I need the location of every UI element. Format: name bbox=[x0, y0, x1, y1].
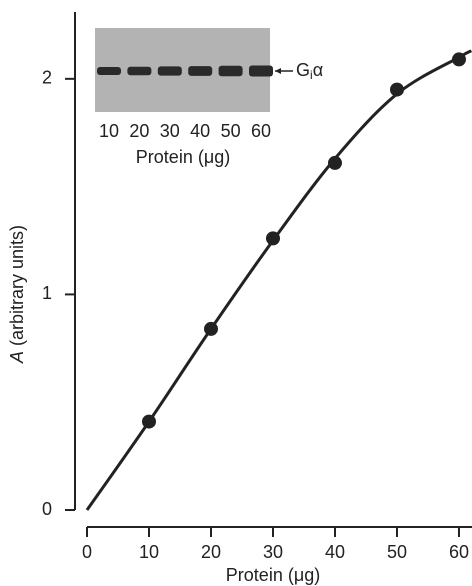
y-tick-label: 1 bbox=[42, 283, 52, 303]
y-tick-label: 0 bbox=[42, 499, 52, 519]
x-axis-label: Protein (μg) bbox=[226, 565, 320, 585]
data-point bbox=[203, 321, 218, 336]
data-point bbox=[451, 52, 466, 67]
x-tick-label: 10 bbox=[139, 542, 159, 562]
inset-tick-label: 50 bbox=[221, 121, 241, 141]
gel-band bbox=[249, 65, 273, 77]
inset-tick-label: 30 bbox=[160, 121, 180, 141]
x-tick-label: 0 bbox=[82, 542, 92, 562]
x-tick-label: 30 bbox=[263, 542, 283, 562]
inset-tick-label: 60 bbox=[251, 121, 271, 141]
gel-band bbox=[157, 66, 182, 76]
gel-band bbox=[218, 65, 243, 77]
data-point bbox=[265, 231, 280, 246]
x-tick-label: 20 bbox=[201, 542, 221, 562]
band-label-sub: i bbox=[310, 68, 313, 82]
x-tick-label: 50 bbox=[387, 542, 407, 562]
band-label-suffix: α bbox=[313, 60, 323, 80]
y-label-rest: (arbitrary units) bbox=[7, 225, 27, 351]
inset-tick-label: 10 bbox=[99, 121, 119, 141]
gel-band bbox=[97, 67, 121, 75]
band-label-main: G bbox=[296, 60, 310, 80]
y-axis-label: A (arbitrary units) bbox=[7, 225, 27, 364]
fit-curve bbox=[85, 49, 472, 511]
gel-band bbox=[188, 66, 213, 76]
band-label: Giα bbox=[296, 60, 323, 82]
y-label-symbol: A bbox=[7, 351, 27, 364]
band-arrow-head bbox=[275, 68, 281, 74]
gel-image bbox=[95, 28, 270, 112]
x-tick-label: 40 bbox=[325, 542, 345, 562]
inset-tick-label: 40 bbox=[190, 121, 210, 141]
data-point bbox=[389, 82, 404, 97]
x-tick-label: 60 bbox=[449, 542, 469, 562]
y-tick-label: 2 bbox=[42, 68, 52, 88]
inset-tick-label: 20 bbox=[129, 121, 149, 141]
inset-x-label: Protein (μg) bbox=[136, 147, 230, 167]
data-point bbox=[327, 155, 342, 170]
gel-band bbox=[127, 66, 152, 76]
data-point bbox=[141, 414, 156, 429]
